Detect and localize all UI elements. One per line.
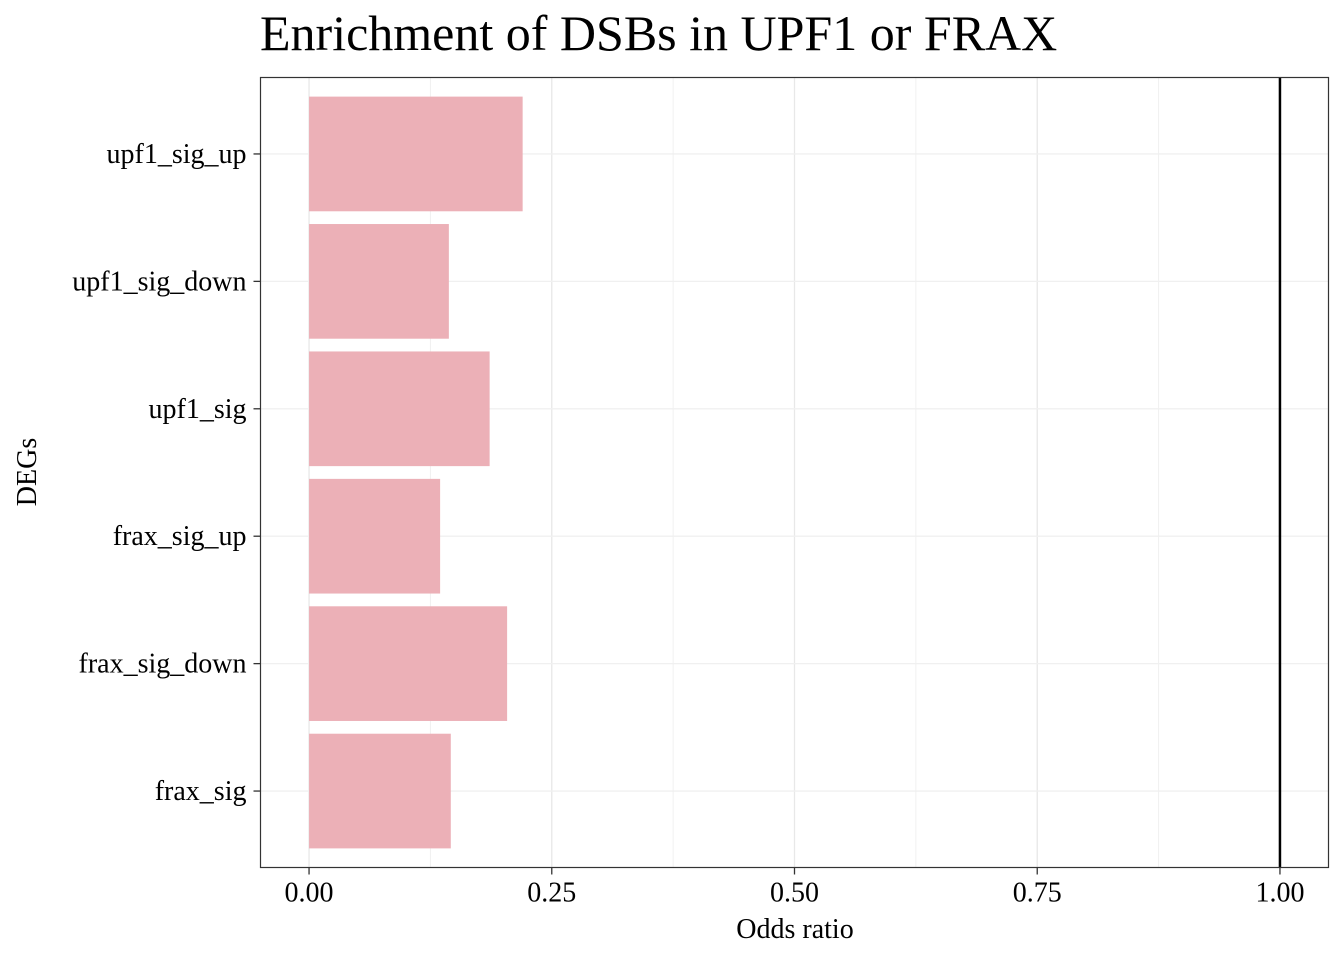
- y-tick-label: upf1_sig: [149, 394, 247, 425]
- bar-frax-sig-up: [309, 478, 441, 594]
- bar-frax-sig-down: [309, 606, 508, 721]
- x-tick-label: 1.00: [1255, 878, 1304, 909]
- x-tick-label: 0.25: [527, 878, 576, 909]
- x-axis-title: Odds ratio: [736, 914, 853, 945]
- y-tick-label: upf1_sig_up: [107, 139, 247, 170]
- y-axis: upf1_sig_up upf1_sig_down upf1_sig frax_sig…: [72, 139, 261, 807]
- bar-upf1-sig-down: [309, 224, 449, 339]
- y-tick-label: frax_sig_up: [113, 521, 247, 552]
- x-tick-label: 0.50: [770, 878, 819, 909]
- x-axis: 0.00 0.25 0.50 0.75 1.00: [285, 867, 1304, 909]
- y-axis-title: DEGs: [12, 438, 43, 506]
- x-tick-label: 0.75: [1013, 878, 1062, 909]
- bar-frax-sig: [309, 733, 451, 849]
- y-tick-label: upf1_sig_down: [72, 266, 246, 297]
- bar-upf1-sig: [309, 351, 490, 467]
- y-tick-label: frax_sig_down: [79, 649, 247, 680]
- x-tick-label: 0.00: [285, 878, 334, 909]
- chart-title: Enrichment of DSBs in UPF1 or FRAX: [260, 5, 1057, 61]
- y-tick-label: frax_sig: [155, 776, 247, 807]
- bar-upf1-sig-up: [309, 96, 523, 212]
- bars-layer: [309, 96, 523, 849]
